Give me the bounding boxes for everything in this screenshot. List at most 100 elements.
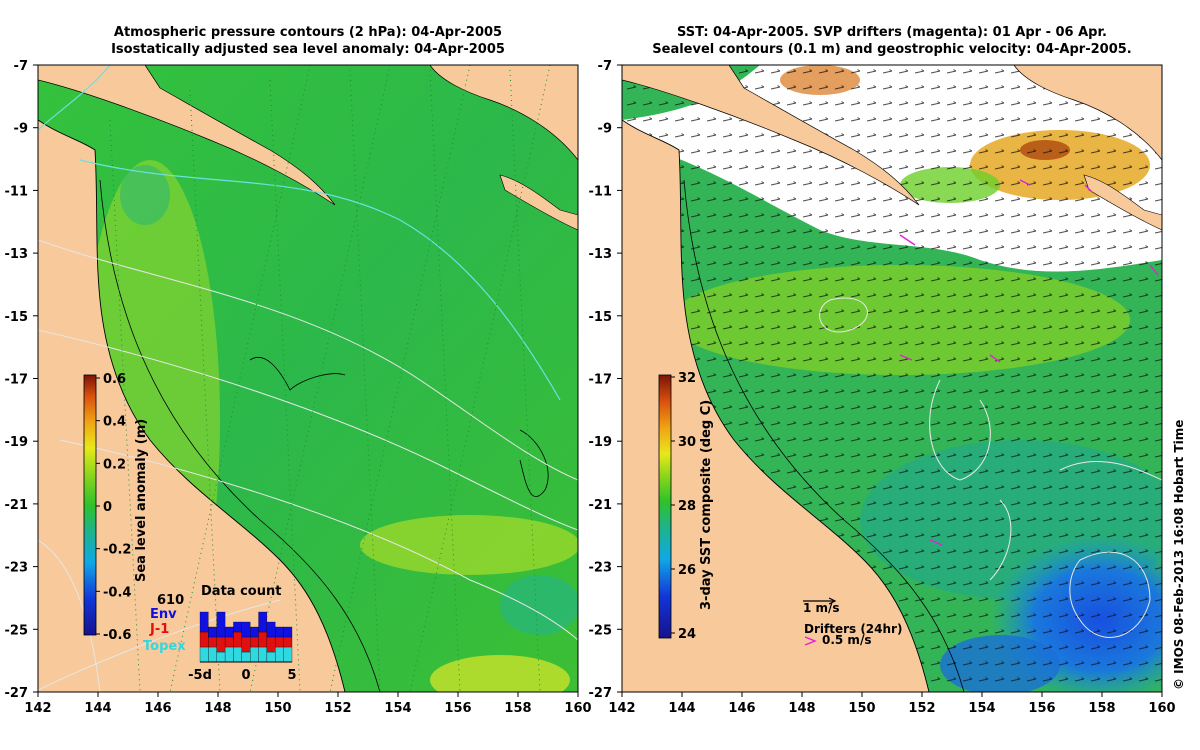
right-map-sealevel-contours (819, 297, 1162, 638)
right-colorbar-tick-label: 32 (678, 371, 696, 386)
right-map-lon-tick-label: 154 (968, 701, 995, 716)
left-map-low-anomaly (500, 575, 578, 635)
left-colorbar-ramp (83, 374, 97, 636)
data-count-bar-env (208, 626, 217, 638)
data-count-bar-env (233, 621, 242, 633)
data-count-bar-j1 (233, 631, 242, 648)
right-colorbar-tick-label: 24 (678, 627, 696, 642)
data-count-bar-env (266, 621, 276, 638)
right-map-lon-tick-label: 156 (1028, 701, 1055, 716)
data-count-bar-j1 (199, 631, 209, 648)
left-map-shelf-contour (99, 179, 381, 692)
data-count-topex-label: Topex (143, 639, 186, 654)
data-count-title: Data count (201, 584, 281, 599)
right-map-lon-tick-label: 160 (1148, 701, 1175, 716)
right-colorbar-label: 3-day SST composite (deg C) (699, 400, 714, 610)
left-map-lon-tick-label: 148 (204, 701, 231, 716)
right-map-lon-tick-label: 142 (608, 701, 635, 716)
right-map-lat-tick-label: -19 (589, 435, 613, 450)
right-colorbar-tick-label: 28 (678, 499, 696, 514)
left-colorbar-tick-label: 0.6 (103, 372, 126, 387)
data-count-bar-topex (208, 646, 217, 663)
data-count-bar-j1 (250, 636, 259, 648)
left-colorbar-tick-label: 0.4 (103, 415, 126, 430)
left-map-lat-tick-label: -15 (5, 310, 29, 325)
vector-scale-legend: 1 m/s (803, 597, 840, 615)
left-colorbar-tick-label: 0.2 (103, 457, 126, 472)
right-map-title: SST: 04-Apr-2005. SVP drifters (magenta)… (622, 24, 1162, 58)
data-count-x-tick-label: -5d (188, 668, 212, 683)
data-count-bar-env (199, 611, 209, 633)
data-count-bar-topex (283, 646, 293, 663)
data-count-bars (199, 611, 293, 663)
left-map-low-anomaly-north (120, 165, 170, 225)
left-map-lat-tick-label: -7 (14, 59, 28, 74)
right-map-lat-tick-label: -15 (589, 310, 613, 325)
right-map-lat-tick-label: -23 (589, 561, 613, 576)
right-map-lon-tick-label: 158 (1088, 701, 1115, 716)
right-map-lat-tick-label: -9 (598, 122, 612, 137)
drifter-legend-scale: 0.5 m/s (822, 633, 871, 647)
left-map-axes: 142 144 146 148 150 152 154 156 158 160 -7 -9 -11 -13… (5, 59, 592, 716)
left-map-pressure-contour-cyan (79, 159, 561, 401)
data-count-bar-env (241, 621, 251, 638)
left-map-lat-tick-label: -11 (5, 184, 29, 199)
vector-scale-arrowhead (828, 597, 837, 605)
left-map-title-line2: Isostatically adjusted sea level anomaly… (111, 42, 505, 57)
data-count-bar-env (250, 626, 259, 638)
left-colorbar-tick-label: -0.4 (103, 585, 131, 600)
right-map-lon-tick-label: 148 (788, 701, 815, 716)
data-count-bar-j1 (258, 631, 268, 648)
data-count-bar-topex (224, 646, 234, 663)
data-count-bar-topex (216, 651, 226, 663)
left-map-lat-tick-label: -19 (5, 435, 29, 450)
data-count-bar-j1 (224, 636, 234, 648)
left-map (38, 65, 578, 692)
right-map-lon-tick-label: 144 (668, 701, 695, 716)
data-count-total: 610 (157, 593, 184, 608)
right-colorbar-tick-label: 26 (678, 563, 696, 578)
right-map-lat-tick-label: -27 (589, 686, 613, 701)
left-colorbar: 0.6 0.4 0.2 0 -0.2 -0.4 -0.6 Sea level anomaly… (83, 372, 149, 643)
drifter-legend-title: Drifters (24hr) (804, 622, 902, 636)
left-colorbar-tick-label: 0 (103, 500, 112, 515)
left-map-lat-tick-label: -17 (5, 373, 29, 388)
right-colorbar-tick-label: 30 (678, 435, 696, 450)
right-map-lat-tick-label: -11 (589, 184, 613, 199)
data-count-bar-env (216, 611, 226, 638)
data-count-bar-env (275, 626, 284, 638)
left-map-high-anomaly-se (430, 655, 570, 692)
left-map-lon-tick-label: 154 (384, 701, 411, 716)
left-map-lon-tick-label: 160 (564, 701, 591, 716)
left-map-land-newbritain (429, 65, 578, 161)
right-map-lon-tick-label: 146 (728, 701, 755, 716)
left-map-title-line1: Atmospheric pressure contours (2 hPa): 0… (113, 25, 503, 40)
right-map-lat-tick-label: -21 (589, 498, 613, 513)
left-map-ground-tracks (109, 65, 551, 692)
data-count-bar-topex (275, 646, 284, 663)
data-count-bar-j1 (283, 636, 293, 648)
right-colorbar-ramp (658, 374, 672, 639)
data-count-bar-topex (258, 646, 268, 663)
left-colorbar-label: Sea level anomaly (m) (134, 419, 149, 582)
right-map-lat-tick-label: -17 (589, 373, 613, 388)
left-map-land-australia (38, 119, 346, 692)
data-count-bar-env (258, 611, 268, 633)
left-map-high-anomaly-south (360, 515, 578, 575)
left-map-island-solomon (499, 174, 578, 231)
data-count-x-tick-label: 0 (241, 668, 250, 683)
vector-scale-label: 1 m/s (803, 601, 840, 615)
right-map-lat-tick-label: -25 (589, 623, 613, 638)
left-map-lon-tick-label: 142 (24, 701, 51, 716)
right-colorbar: 32 30 28 26 24 3-day SST composite (deg C) (658, 371, 714, 642)
left-map-lat-tick-label: -21 (5, 498, 29, 513)
right-map-title-line2: Sealevel contours (0.1 m) and geostrophi… (652, 42, 1132, 57)
copyright-notice: © IMOS 08-Feb-2013 16:08 Hobart Time (1172, 419, 1186, 690)
left-colorbar-tick-label: -0.6 (103, 628, 131, 643)
data-count-bar-env (283, 626, 293, 638)
data-count-bar-topex (241, 651, 251, 663)
drifter-legend: Drifters (24hr) 0.5 m/s (804, 622, 902, 647)
data-count-j1-label: J-1 (149, 622, 169, 637)
right-map-lon-tick-label: 152 (908, 701, 935, 716)
